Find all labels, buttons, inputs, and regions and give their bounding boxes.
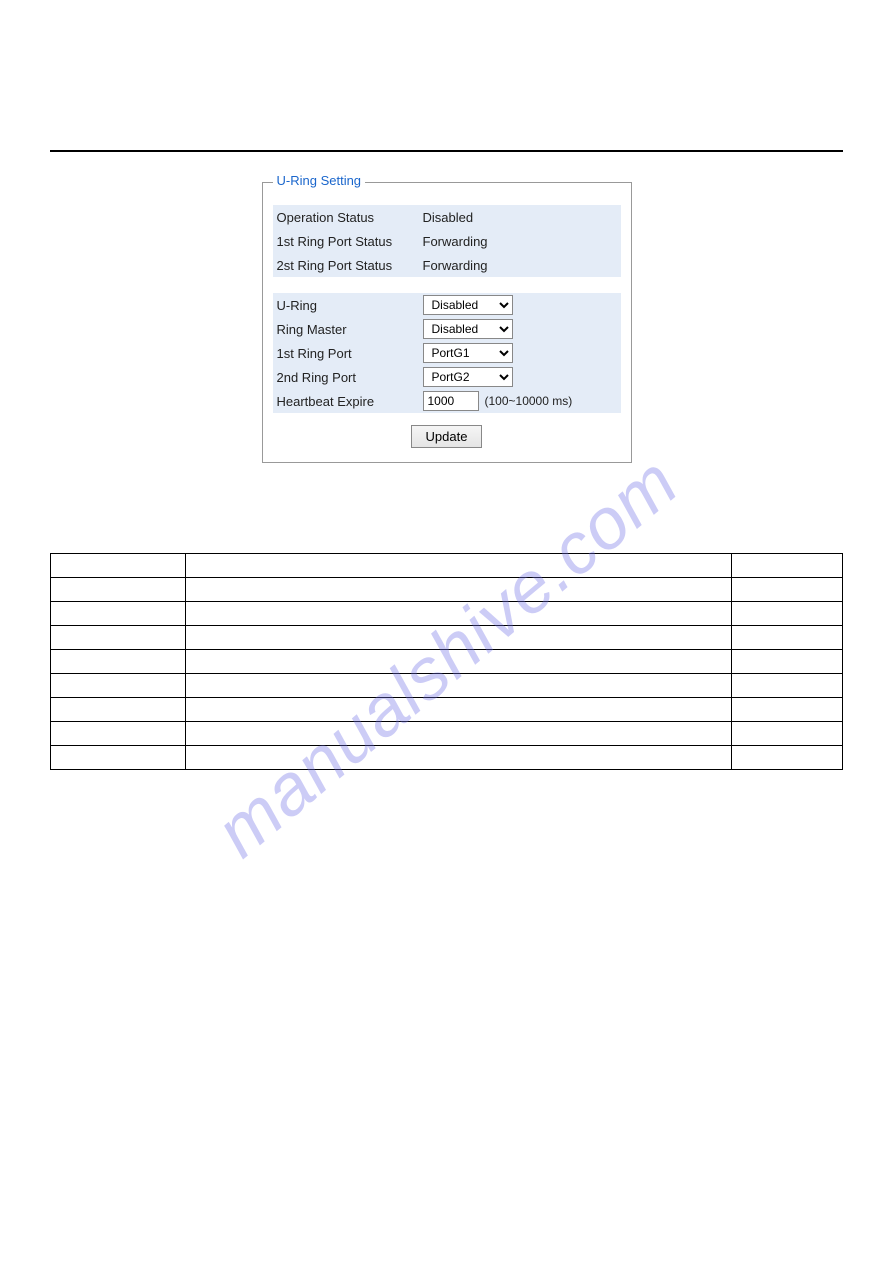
port2-status-label: 2st Ring Port Status [273, 258, 423, 273]
status-section: Operation Status Disabled 1st Ring Port … [273, 205, 621, 277]
status-row: 2st Ring Port Status Forwarding [273, 253, 621, 277]
setting-row: 2nd Ring Port PortG2 [273, 365, 621, 389]
status-row: 1st Ring Port Status Forwarding [273, 229, 621, 253]
setting-row: U-Ring Disabled [273, 293, 621, 317]
port1-status-label: 1st Ring Port Status [273, 234, 423, 249]
table-row [51, 602, 843, 626]
operation-status-label: Operation Status [273, 210, 423, 225]
spacer [273, 277, 621, 293]
port2-status-value: Forwarding [423, 258, 621, 273]
second-ring-port-label: 2nd Ring Port [273, 370, 423, 385]
update-row: Update [273, 425, 621, 448]
panel-container: U-Ring Setting Operation Status Disabled… [50, 182, 843, 463]
status-row: Operation Status Disabled [273, 205, 621, 229]
ring-master-label: Ring Master [273, 322, 423, 337]
ring-master-select[interactable]: Disabled [423, 319, 513, 339]
heartbeat-hint: (100~10000 ms) [485, 394, 573, 408]
table-row [51, 722, 843, 746]
uring-label: U-Ring [273, 298, 423, 313]
uring-select[interactable]: Disabled [423, 295, 513, 315]
port1-status-value: Forwarding [423, 234, 621, 249]
operation-status-value: Disabled [423, 210, 621, 225]
panel-legend: U-Ring Setting [273, 173, 366, 188]
first-ring-port-label: 1st Ring Port [273, 346, 423, 361]
heartbeat-label: Heartbeat Expire [273, 394, 423, 409]
table-row [51, 746, 843, 770]
table-row [51, 554, 843, 578]
first-ring-port-select[interactable]: PortG1 [423, 343, 513, 363]
table-row [51, 578, 843, 602]
heartbeat-input[interactable] [423, 391, 479, 411]
horizontal-rule [50, 150, 843, 152]
table-row [51, 674, 843, 698]
settings-section: U-Ring Disabled Ring Master Disabled 1st… [273, 293, 621, 413]
parameter-table-wrapper [50, 553, 843, 770]
uring-setting-panel: U-Ring Setting Operation Status Disabled… [262, 182, 632, 463]
setting-row: Heartbeat Expire (100~10000 ms) [273, 389, 621, 413]
setting-row: Ring Master Disabled [273, 317, 621, 341]
second-ring-port-select[interactable]: PortG2 [423, 367, 513, 387]
setting-row: 1st Ring Port PortG1 [273, 341, 621, 365]
table-row [51, 698, 843, 722]
parameter-table [50, 553, 843, 770]
table-row [51, 650, 843, 674]
table-row [51, 626, 843, 650]
update-button[interactable]: Update [411, 425, 483, 448]
